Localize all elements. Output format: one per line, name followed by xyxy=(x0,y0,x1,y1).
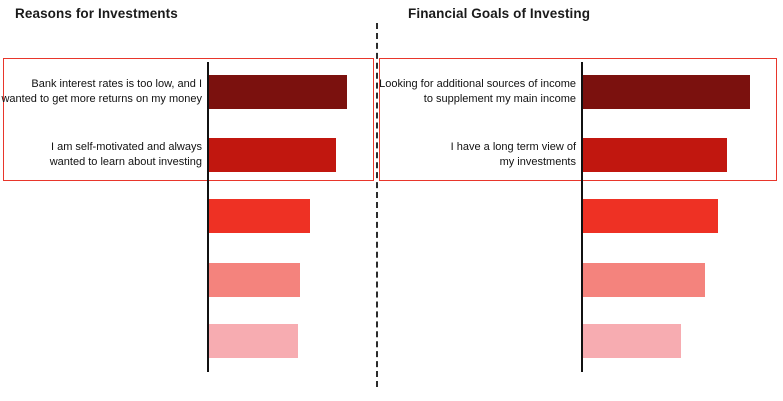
bar-label: I am self-motivated and always wanted to… xyxy=(49,141,202,168)
dashed-divider xyxy=(376,23,378,387)
bar xyxy=(209,263,300,297)
left-chart-axis xyxy=(207,62,209,372)
right-chart-axis xyxy=(581,62,583,372)
bar-label: Looking for additional sources of income… xyxy=(379,78,576,105)
bar xyxy=(209,75,347,109)
bar xyxy=(583,199,718,233)
bar xyxy=(583,263,705,297)
left-chart-title: Reasons for Investments xyxy=(15,6,178,21)
right-top-answers-highlight-box xyxy=(379,58,777,181)
bar-label: Bank interest rates is too low, and I wa… xyxy=(1,78,202,105)
right-chart-title: Financial Goals of Investing xyxy=(408,6,591,21)
left-top-answers-highlight-box xyxy=(3,58,374,181)
bar xyxy=(209,199,310,233)
bar xyxy=(583,75,750,109)
bar xyxy=(583,138,727,172)
bar xyxy=(209,138,336,172)
bar xyxy=(209,324,298,358)
bar-label: I have a long term view of my investment… xyxy=(450,141,576,168)
bar xyxy=(583,324,681,358)
